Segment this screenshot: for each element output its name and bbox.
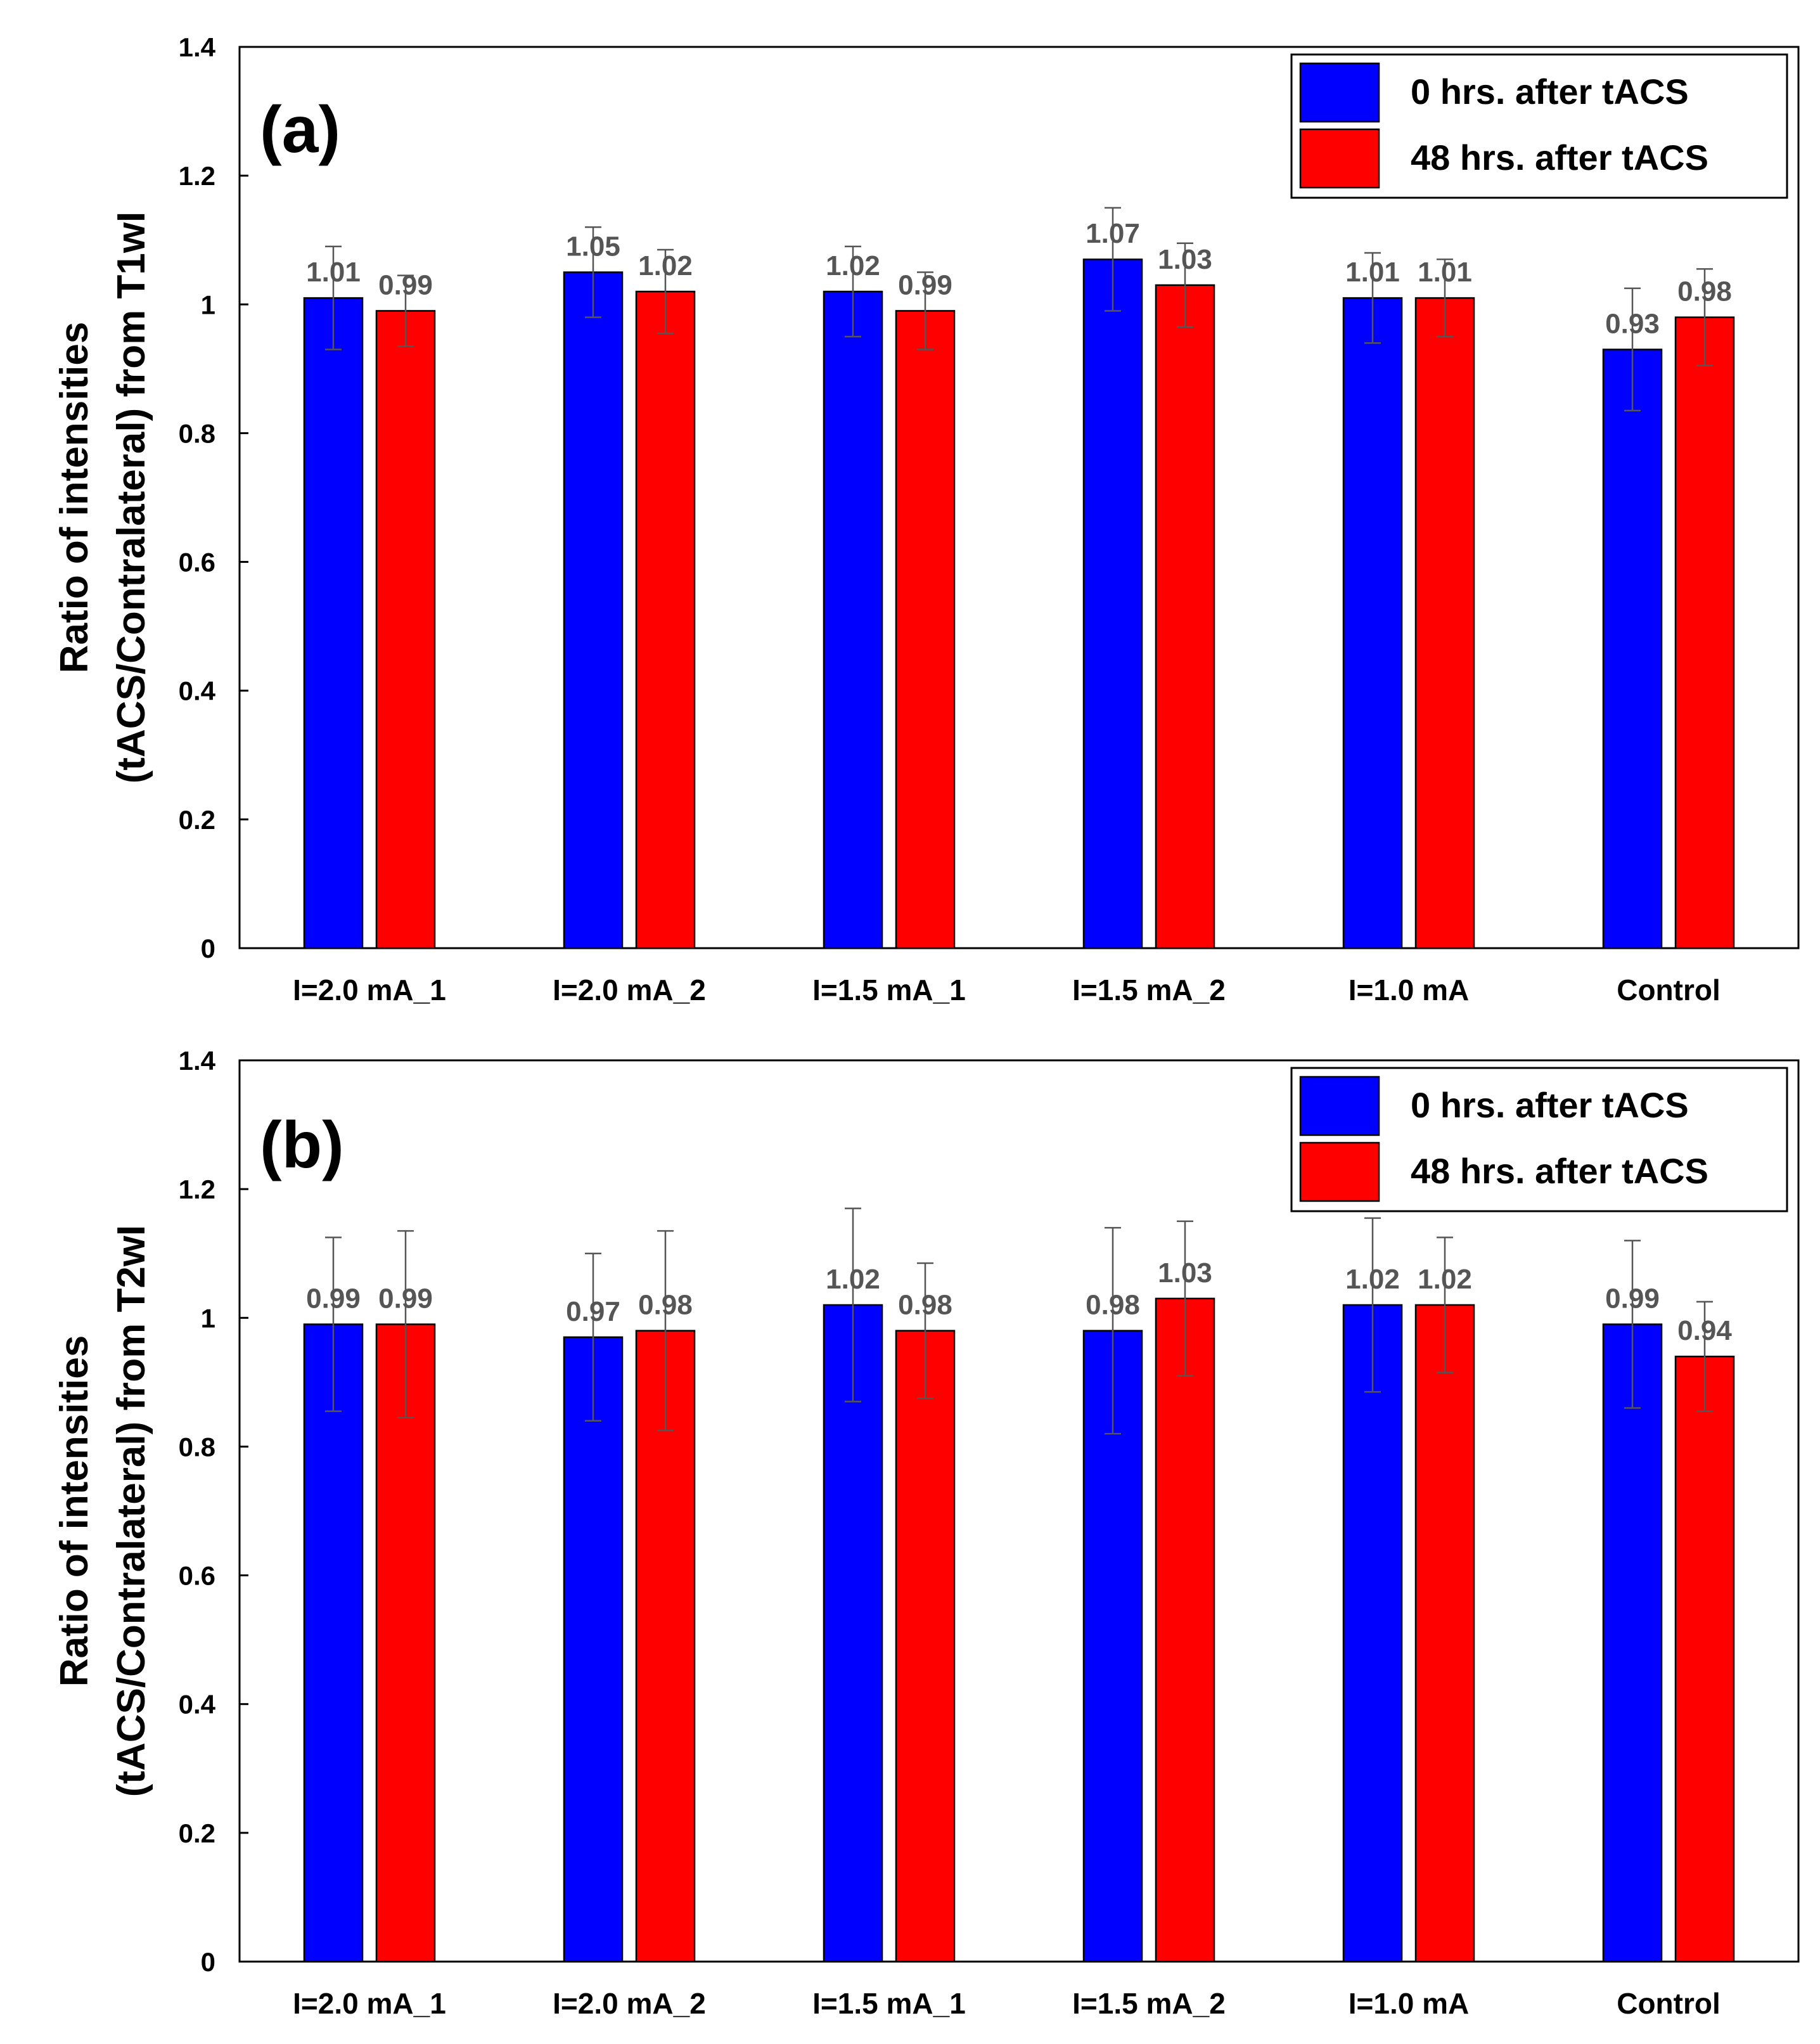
bar-48hrs [1414,1304,1475,1963]
bar-48hrs [635,1330,696,1963]
data-label: 0.97 [566,1296,620,1327]
y-axis-label-line1: Ratio of intensities [53,1335,96,1687]
bar-48hrs [1674,316,1735,949]
x-tick-label: Control [1617,974,1721,1006]
legend-swatch-48hrs [1299,128,1380,189]
bar-48hrs [1414,297,1475,949]
bar-0hrs [1602,349,1663,949]
bar-0hrs [303,297,364,949]
x-tick-label: I=2.0 mA_2 [553,974,706,1006]
y-tick-label: 1.2 [179,161,215,191]
panel-label: (b) [260,1109,344,1182]
data-label: 1.02 [826,250,880,281]
x-tick-label: I=1.5 mA_2 [1072,974,1226,1006]
data-label: 0.99 [898,269,952,300]
bar-0hrs [1342,297,1403,949]
plot-frame [238,46,1800,949]
y-tick-label: 0 [201,1947,215,1977]
data-label: 0.98 [898,1290,952,1321]
data-label: 0.94 [1677,1315,1732,1346]
data-label: 0.99 [378,1283,433,1314]
y-tick-label: 0 [201,934,215,963]
data-label: 1.01 [1418,257,1472,288]
x-tick-label: I=2.0 mA_1 [293,1987,446,2020]
legend-swatch-0hrs [1299,62,1380,123]
y-axis-label: Ratio of intensities (tACS/Contralateral)… [53,212,153,784]
x-tick-label: I=1.5 mA_2 [1072,1987,1226,2020]
x-tick-label: I=2.0 mA_2 [553,1987,706,2020]
bar-0hrs [563,1336,624,1963]
data-label: 0.99 [1605,1283,1660,1314]
data-label: 1.07 [1086,218,1140,249]
data-label: 1.02 [826,1264,880,1295]
y-tick-label: 0.2 [179,805,215,835]
bar-48hrs [895,310,956,949]
legend-swatch-48hrs [1299,1141,1380,1202]
bar-0hrs [823,290,883,949]
data-label: 0.98 [1086,1290,1140,1321]
y-tick-label: 1 [201,290,215,319]
x-tick-label: Control [1617,1987,1721,2020]
bar-48hrs [375,310,436,949]
plot-frame [238,1059,1800,1963]
bar-0hrs [1602,1323,1663,1963]
data-label: 0.99 [378,269,433,300]
bar-0hrs [1082,258,1143,949]
bar-0hrs [563,271,624,949]
data-label: 1.01 [306,257,361,288]
y-tick-label: 1 [201,1303,215,1333]
y-tick-label: 0.4 [179,1690,216,1719]
x-tick-label: I=1.5 mA_1 [812,1987,966,2020]
y-axis-label: Ratio of intensities (tACS/Contralateral)… [53,1225,153,1797]
data-label: 0.99 [306,1283,361,1314]
bar-0hrs [303,1323,364,1963]
legend-label-0hrs: 0 hrs. after tACS [1411,72,1689,112]
data-label: 1.03 [1158,244,1212,275]
legend-label-0hrs: 0 hrs. after tACS [1411,1085,1689,1125]
x-tick-label: I=1.5 mA_1 [812,974,966,1006]
bar-48hrs [635,290,696,949]
data-label: 0.93 [1605,308,1660,339]
x-tick-label: I=1.0 mA [1349,1987,1470,2020]
y-axis-label-line2: (tACS/Contralateral) from T2wI [110,1225,153,1797]
y-tick-label: 0.8 [179,1432,215,1462]
data-label: 1.03 [1158,1257,1212,1289]
bar-48hrs [375,1323,436,1963]
legend-label-48hrs: 48 hrs. after tACS [1411,1151,1708,1191]
data-label: 1.01 [1345,257,1400,288]
legend-swatch-0hrs [1299,1076,1380,1136]
chart-panel-b: 0 0.2 0.4 0.6 0.8 1 1.2 1.4 Ratio of intensities… [53,1046,1800,2020]
y-axis-label-line1: Ratio of intensities [53,322,96,674]
y-tick-label: 0.8 [179,418,215,448]
y-tick-label: 1.2 [179,1174,215,1204]
data-label: 0.98 [638,1290,693,1321]
bar-48hrs [1155,1297,1215,1963]
y-tick-label: 1.4 [179,1046,216,1076]
bar-0hrs [1082,1330,1143,1963]
data-label: 0.98 [1677,276,1732,307]
data-label: 1.05 [566,231,620,262]
chart-panel-a: 0 0.2 0.4 0.6 0.8 1 1.2 1.4 Ratio of intensities… [53,32,1800,1006]
bar-48hrs [1155,284,1215,949]
bar-0hrs [823,1304,883,1963]
data-label: 1.02 [1345,1264,1400,1295]
data-label: 1.02 [1418,1264,1472,1295]
y-tick-label: 0.6 [179,548,215,577]
bar-48hrs [895,1330,956,1963]
panel-label: (a) [260,93,340,167]
y-tick-label: 1.4 [179,32,216,62]
y-axis-label-line2: (tACS/Contralateral) from T1wI [110,212,153,784]
bar-48hrs [1674,1355,1735,1963]
y-tick-label: 0.2 [179,1818,215,1848]
y-tick-label: 0.6 [179,1561,215,1591]
data-label: 1.02 [638,250,693,281]
x-tick-label: I=2.0 mA_1 [293,974,446,1006]
x-tick-label: I=1.0 mA [1349,974,1470,1006]
bar-0hrs [1342,1304,1403,1963]
legend-label-48hrs: 48 hrs. after tACS [1411,138,1708,177]
y-tick-label: 0.4 [179,676,216,706]
